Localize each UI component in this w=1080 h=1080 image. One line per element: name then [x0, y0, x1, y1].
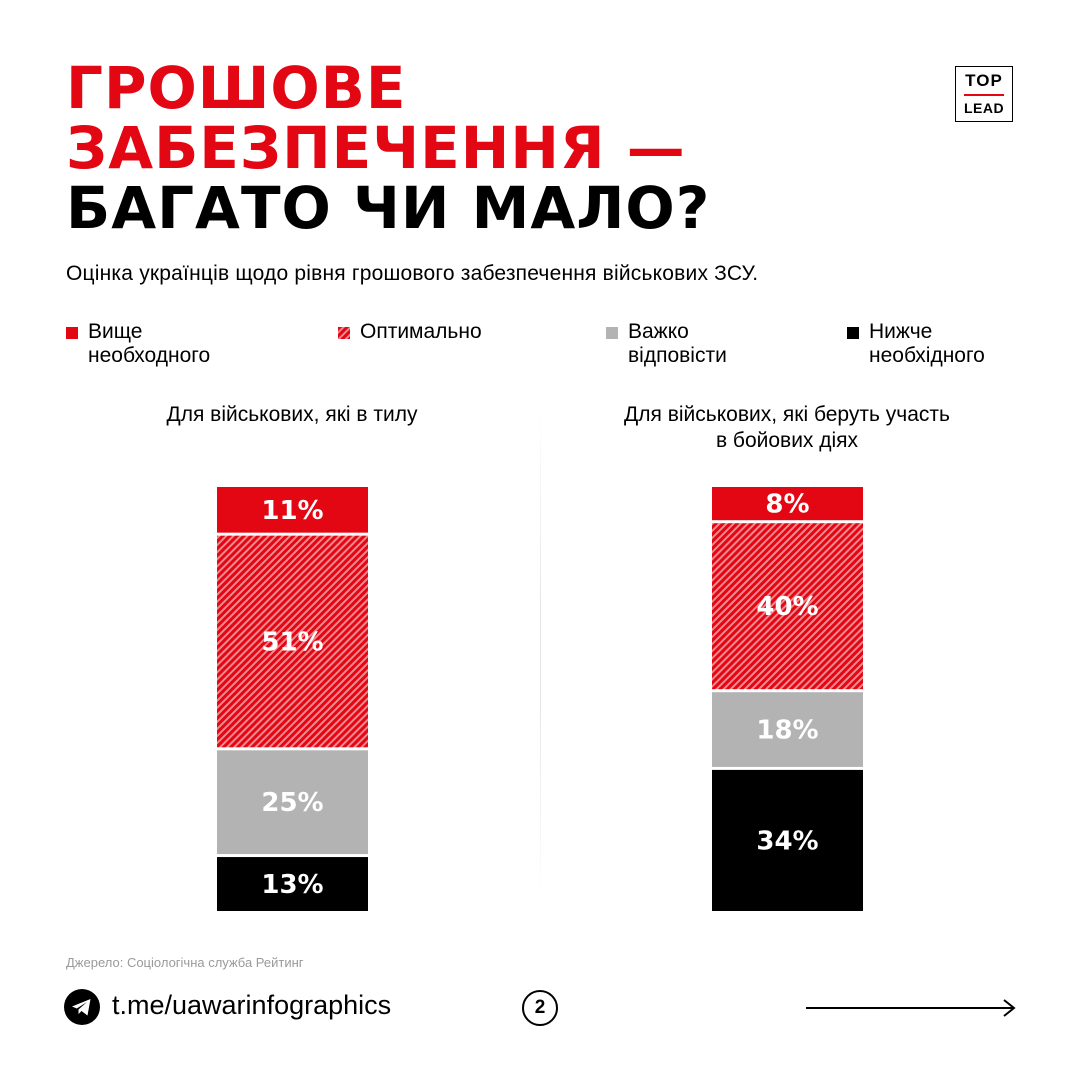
legend-swatch-above [66, 327, 78, 339]
chart-2-title-line-1: Для військових, які беруть участь [624, 403, 950, 426]
bar-segment-3 [217, 750, 368, 855]
stacked-bar-combat: 8% 40% 18% 34% [712, 487, 863, 911]
bar-segment-4 [217, 857, 368, 911]
legend-item-hard-to-say: Важко відповісти [606, 320, 727, 368]
legend-swatch-hard-to-say [606, 327, 618, 339]
bar-segment-1 [712, 487, 863, 521]
legend-label-below-2: необхідного [869, 344, 985, 367]
legend-label-hard-to-say-2: відповісти [628, 344, 727, 367]
legend-label-optimal: Оптимально [360, 320, 482, 343]
bar-value-label-3: 18% [756, 716, 818, 746]
telegram-link[interactable]: t.me/uawarinfographics [112, 990, 392, 1020]
bar-value-label-4: 34% [756, 826, 818, 856]
bar-value-label-2: 40% [756, 592, 818, 622]
bar-value-label-4: 13% [261, 870, 323, 900]
stacked-bar-rear: 11% 51% 25% 13% [217, 487, 368, 911]
logo-divider [964, 94, 1004, 96]
bar-segment-1 [217, 487, 368, 533]
title-line-1: ГРОШОВЕ [66, 54, 407, 122]
legend-item-below: Нижче необхідного [847, 320, 985, 368]
chart-1-title-line-1: Для військових, які в тилу [166, 403, 418, 426]
title-line-3: БАГАТО ЧИ МАЛО? [66, 174, 711, 242]
chart-2-title-line-2: в бойових діях [715, 429, 859, 452]
legend-label-above-1: Вище [88, 320, 143, 343]
chart-1-title: Для військових, які в тилу [82, 402, 502, 428]
legend-item-optimal: Оптимально [338, 320, 482, 344]
page-number: 2 [522, 990, 558, 1026]
bar-value-label-1: 11% [261, 496, 323, 526]
bar-value-label-2: 51% [261, 627, 323, 657]
logo-line-2: LEAD [963, 100, 1005, 116]
legend-label-below-1: Нижче [869, 320, 933, 343]
source-note: Джерело: Соціологічна служба Рейтинг [66, 955, 304, 970]
telegram-icon[interactable] [64, 989, 100, 1025]
page-title: ГРОШОВЕ ЗАБЕЗПЕЧЕННЯ — БАГАТО ЧИ МАЛО? [66, 58, 710, 238]
bar-segment-2 [217, 535, 368, 748]
arrow-right-icon[interactable] [806, 998, 1018, 1018]
bar-value-label-3: 25% [261, 788, 323, 818]
top-lead-logo: TOP LEAD [955, 66, 1013, 122]
legend-swatch-below [847, 327, 859, 339]
bar-segment-2 [712, 523, 863, 690]
legend-label-hard-to-say-1: Важко [628, 320, 689, 343]
legend-label-above-2: необходного [88, 344, 211, 367]
bar-segment-4 [712, 769, 863, 911]
logo-line-1: TOP [965, 71, 1003, 90]
column-divider [540, 405, 541, 905]
subtitle: Оцінка українців щодо рівня грошового за… [66, 262, 759, 285]
bar-value-label-1: 8% [765, 490, 809, 520]
bar-segment-3 [712, 692, 863, 767]
title-line-2: ЗАБЕЗПЕЧЕННЯ — [66, 114, 686, 182]
legend-swatch-optimal [338, 327, 350, 339]
legend-item-above: Вище необходного [66, 320, 210, 368]
chart-2-title: Для військових, які беруть участь в бойо… [577, 402, 997, 454]
